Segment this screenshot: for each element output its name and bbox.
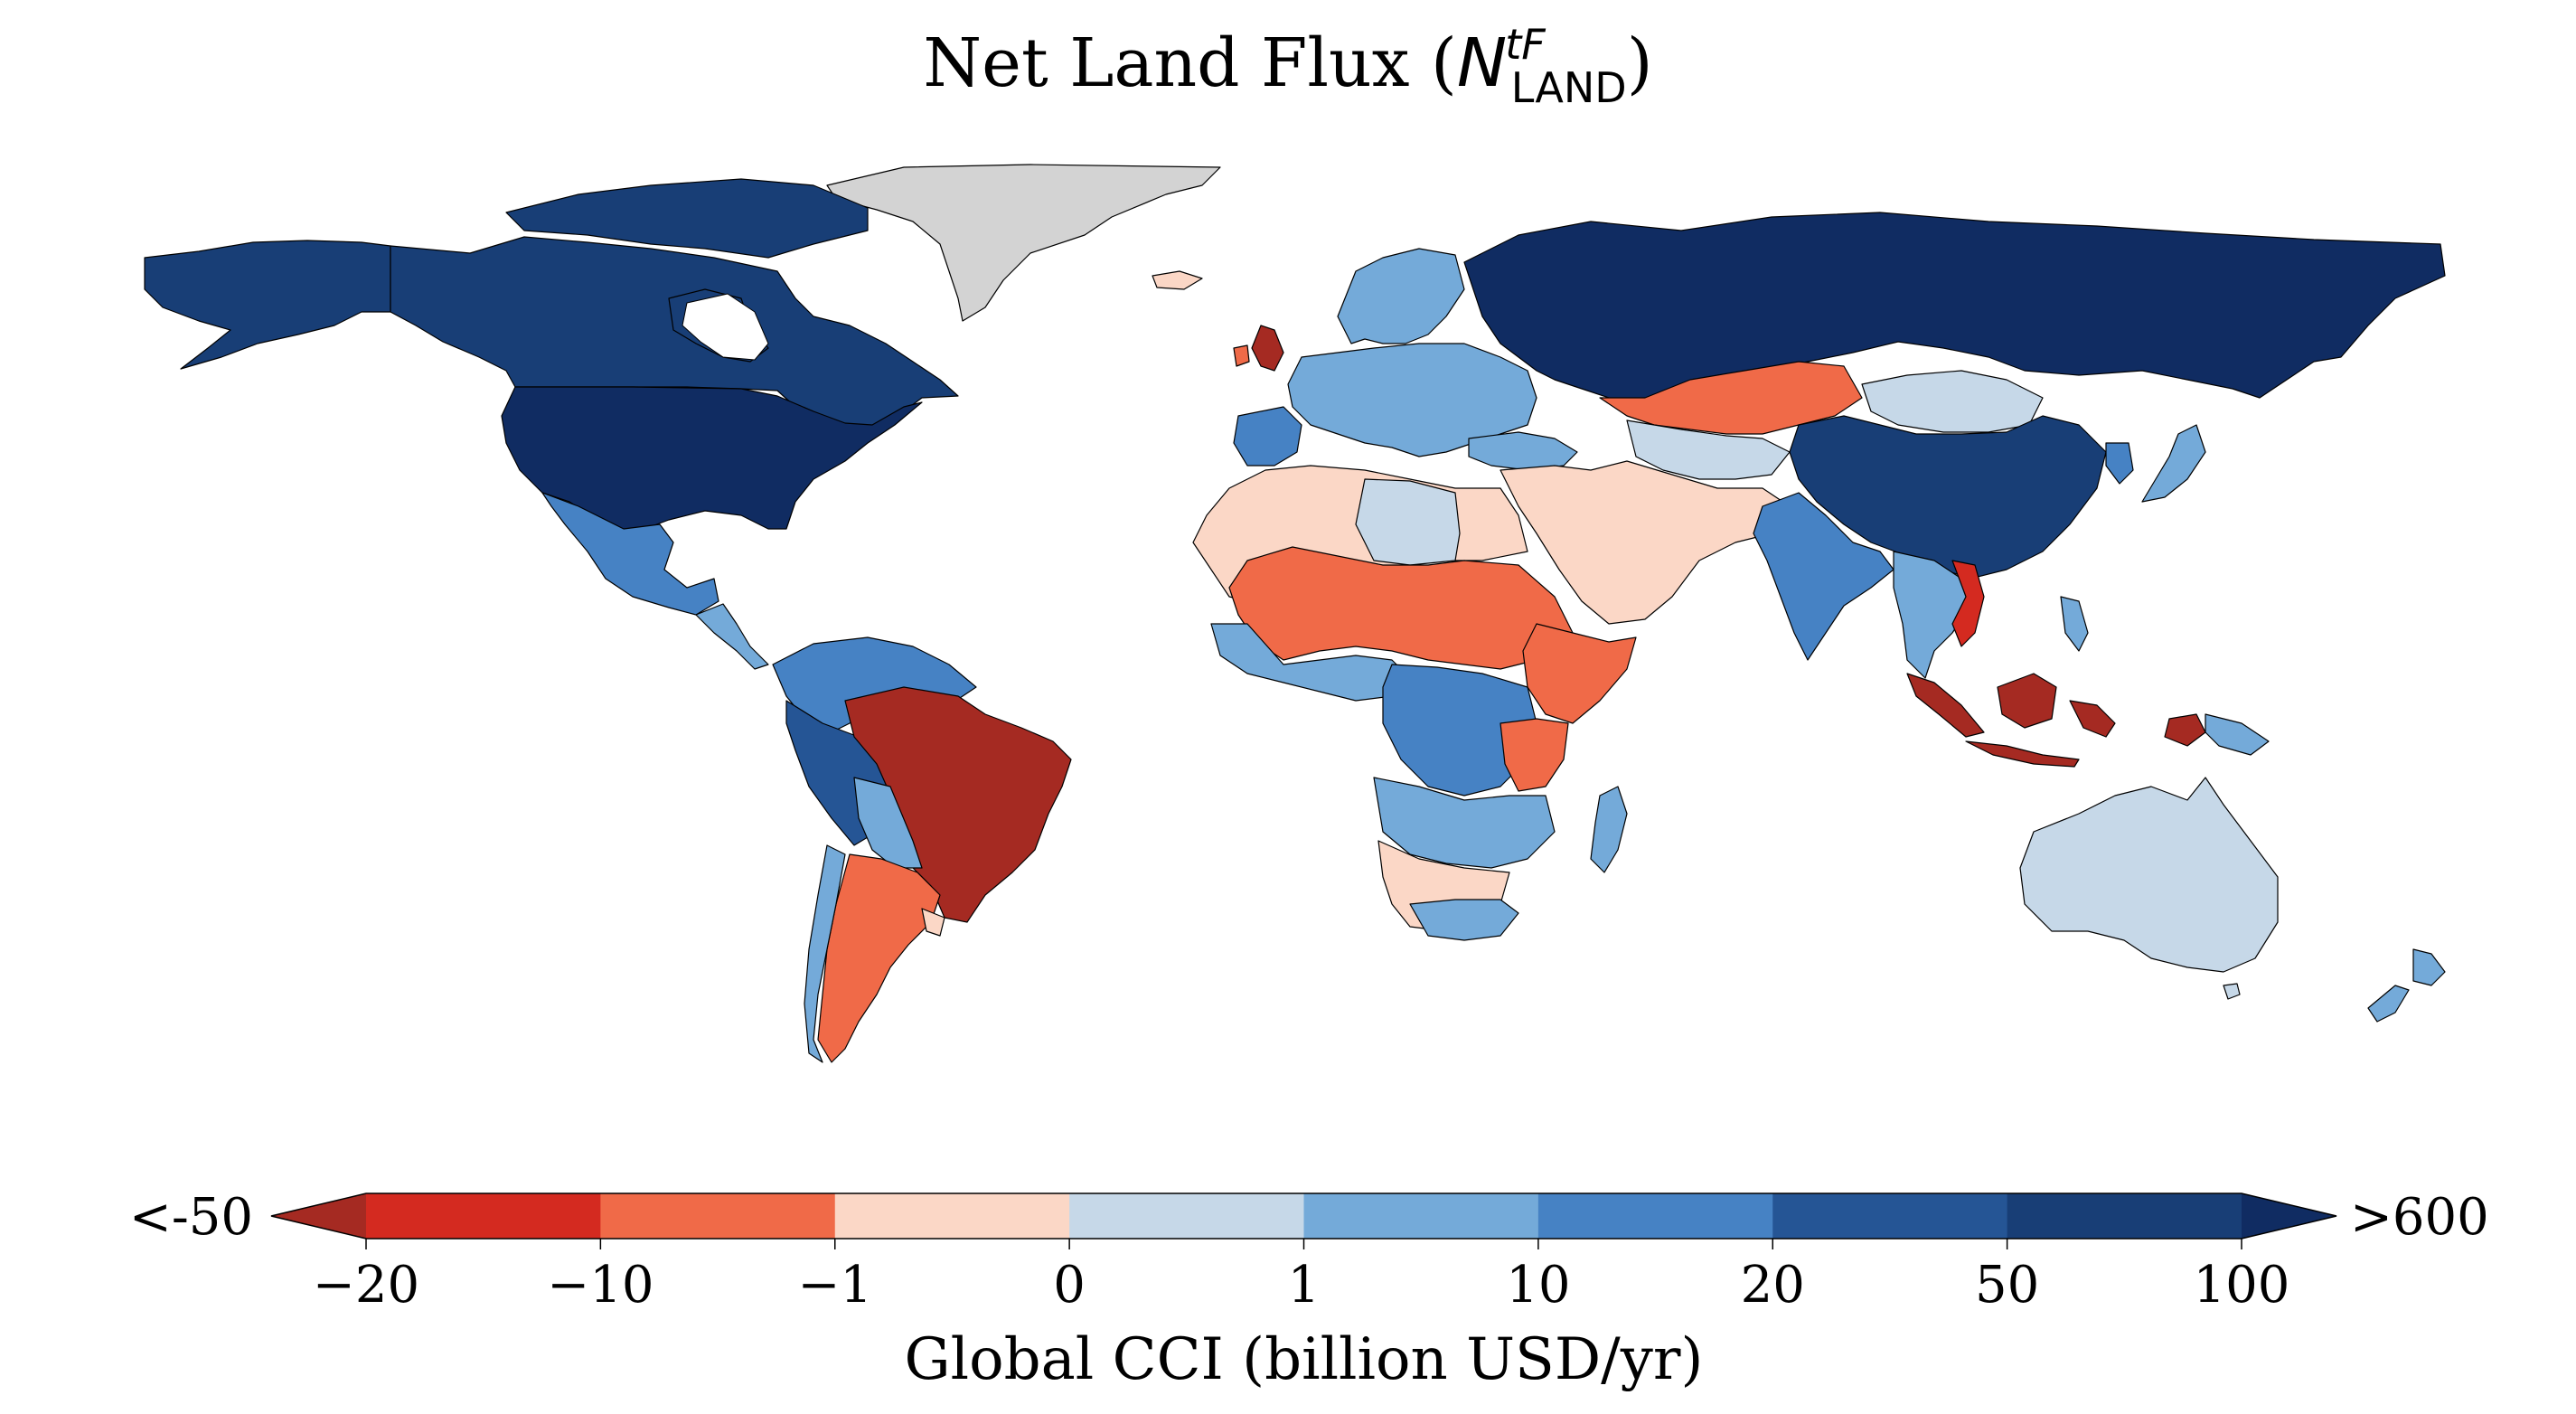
- colorbar-tick-label: 50: [1975, 1256, 2039, 1315]
- colorbar-segment: [1537, 1193, 1773, 1239]
- region-central-asia: [1626, 419, 1791, 480]
- region-russia: [1463, 212, 2446, 403]
- region-iceland: [1152, 270, 1203, 290]
- region-iberia: [1233, 406, 1302, 467]
- colorbar-over-extension: [2242, 1193, 2336, 1239]
- region-central-africa: [1382, 664, 1537, 797]
- region-india: [1753, 492, 1894, 661]
- colorbar-axis-label: Global CCI (billion USD/yr): [905, 1326, 1704, 1393]
- region-uruguay: [921, 908, 945, 937]
- region-east-africa: [1500, 718, 1569, 792]
- region-vietnam: [1951, 560, 1985, 647]
- region-australia: [2019, 777, 2279, 973]
- colorbar-tick-label: −20: [313, 1256, 419, 1315]
- colorbar-tick-label: 100: [2194, 1256, 2290, 1315]
- colorbar-tick-label: −1: [797, 1256, 872, 1315]
- colorbar-tick-label: 10: [1506, 1256, 1570, 1315]
- region-south-africa: [1409, 899, 1519, 941]
- region-alaska: [144, 240, 391, 370]
- colorbar-segment: [834, 1193, 1070, 1239]
- title-text: Net Land Flux (: [923, 24, 1457, 102]
- colorbar-tick-label: −10: [547, 1256, 653, 1315]
- region-scandinavia: [1337, 248, 1465, 344]
- region-libya: [1355, 478, 1461, 566]
- region-philippines: [2060, 596, 2089, 652]
- colorbar-segment: [366, 1193, 601, 1239]
- colorbar-over-label: >600: [2350, 1188, 2489, 1247]
- region-southern-africa-north: [1373, 777, 1556, 869]
- region-korea: [2105, 442, 2134, 485]
- region-madagascar: [1590, 786, 1628, 873]
- region-png: [2205, 713, 2270, 756]
- region-indonesia-borneo: [1997, 673, 2057, 729]
- colorbar-tick-label: 1: [1288, 1256, 1321, 1315]
- region-central-america: [695, 603, 769, 670]
- colorbar-segment: [1772, 1193, 2008, 1239]
- region-indonesia-east: [2069, 700, 2206, 747]
- region-bolivia-paraguay: [853, 777, 923, 869]
- title-subscript: LAND: [1510, 63, 1627, 112]
- colorbar-tick-label: 0: [1053, 1256, 1086, 1315]
- region-ireland: [1233, 344, 1250, 367]
- region-uk: [1251, 325, 1284, 372]
- region-turkey: [1468, 431, 1578, 471]
- title-close: ): [1626, 24, 1653, 102]
- region-se-asia: [1893, 551, 1971, 679]
- title-superscript: tF: [1505, 20, 1546, 69]
- colorbar-segment: [1069, 1193, 1304, 1239]
- map-title: Net Land Flux (NtFLAND): [0, 20, 2576, 112]
- region-japan: [2141, 424, 2206, 503]
- region-new-zealand: [2367, 948, 2446, 1023]
- region-mexico: [541, 492, 719, 616]
- colorbar-under-extension: [271, 1193, 366, 1239]
- title-symbol: N: [1456, 24, 1508, 102]
- colorbar-segment: [2007, 1193, 2242, 1239]
- colorbar-tick-label: 20: [1741, 1256, 1805, 1315]
- region-indonesia-sumatra: [1906, 673, 1985, 738]
- region-greenland: [826, 164, 1221, 322]
- region-chile: [804, 844, 846, 1063]
- region-tasmania: [2223, 983, 2241, 1000]
- region-horn-africa: [1522, 623, 1637, 724]
- region-argentina: [817, 853, 941, 1063]
- colorbar-segment: [600, 1193, 836, 1239]
- region-china: [1789, 415, 2107, 580]
- region-indonesia-java: [1965, 740, 2080, 768]
- region-middle-east: [1500, 460, 1791, 625]
- region-canada-islands: [505, 178, 869, 259]
- colorbar-under-label: <-50: [129, 1188, 253, 1247]
- colorbar-segment: [1303, 1193, 1539, 1239]
